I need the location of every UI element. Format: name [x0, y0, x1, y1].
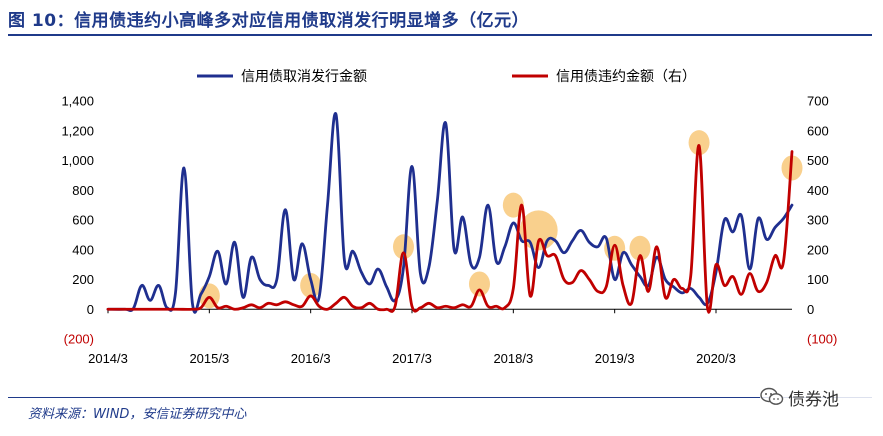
y-right-tick-label: 100	[807, 272, 829, 287]
y-right-tick-label: 400	[807, 183, 829, 198]
series-line-cancel	[106, 112, 794, 314]
y-left-tick-label: 1,200	[61, 123, 94, 138]
highlight-marker	[688, 130, 710, 156]
source-note: 资料来源：WIND，安信证券研究中心	[28, 407, 247, 422]
y-right-tick-label: 0	[807, 302, 814, 317]
x-tick-label: 2016/3	[291, 351, 331, 366]
x-tick-label: 2015/3	[189, 351, 229, 366]
y-left-tick-label: 0	[87, 302, 94, 317]
legend-label: 信用债违约金额（右）	[556, 68, 696, 84]
line-chart: 信用债取消发行金额 信用债违约金额（右） 2014/3 2015/3 2016/3 20…	[61, 68, 837, 367]
x-tick-label: 2018/3	[493, 351, 533, 366]
y-right-tick-label: (100)	[807, 332, 837, 347]
x-tick-label: 2017/3	[392, 351, 432, 366]
y-left-tick-label: 600	[72, 213, 94, 228]
watermark-text: 债券池	[788, 389, 839, 410]
y-left-tick-label: 1,400	[61, 94, 94, 109]
y-right-tick-label: 700	[807, 94, 829, 109]
highlight-marker	[502, 192, 524, 218]
y-left-tick-label: 800	[72, 183, 94, 198]
legend-label: 信用债取消发行金额	[241, 68, 367, 84]
series-lines	[106, 112, 794, 314]
x-tick-label: 2014/3	[88, 351, 128, 366]
y-left-tick-label: (200)	[64, 332, 94, 347]
wechat-icon	[760, 387, 784, 405]
highlight-marker	[392, 234, 414, 260]
y-right-tick-label: 300	[807, 213, 829, 228]
legend: 信用债取消发行金额 信用债违约金额（右）	[197, 68, 696, 84]
x-tick-label: 2019/3	[595, 351, 635, 366]
highlight-marker	[300, 272, 322, 298]
y-left-tick-label: 1,000	[61, 153, 94, 168]
y-right-tick-label: 200	[807, 242, 829, 257]
title-divider	[8, 34, 872, 36]
y-right-tick-label: 500	[807, 153, 829, 168]
y-left-tick-label: 200	[72, 272, 94, 287]
axes: 2014/3 2015/3 2016/3 2017/3 2018/3 2019/3 2020…	[61, 94, 837, 367]
y-right-tick-label: 600	[807, 123, 829, 138]
source-divider	[8, 397, 872, 398]
x-tick-label: 2020/3	[696, 351, 736, 366]
y-left-tick-label: 400	[72, 242, 94, 257]
highlight-marker	[468, 271, 490, 297]
page-title: 图 10：信用债违约小高峰多对应信用债取消发行明显增多（亿元）	[8, 11, 530, 31]
highlight-marker	[629, 235, 651, 261]
watermark: 债券池	[760, 384, 875, 410]
series-line-default	[106, 144, 794, 314]
